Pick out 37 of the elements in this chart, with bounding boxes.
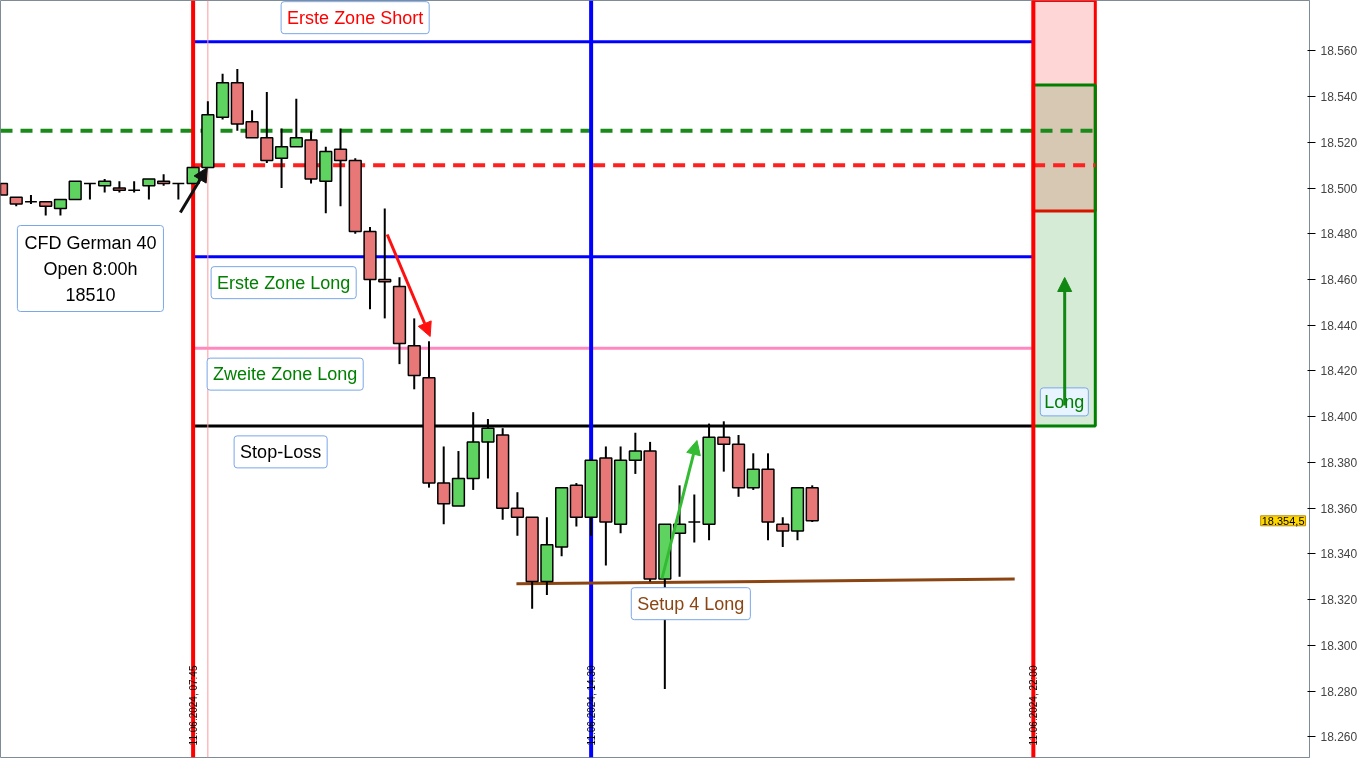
- band-label: Long: [1044, 391, 1085, 412]
- y-tick-label: 18.500: [1320, 181, 1358, 196]
- y-tick-label: 18.360: [1320, 501, 1358, 516]
- x-tick-label: 11.06.2024, 07:45: [187, 665, 199, 746]
- y-tick-label: 18.340: [1320, 547, 1358, 562]
- y-tick-label: 18.400: [1320, 410, 1358, 425]
- candlestick: [83, 182, 97, 201]
- y-tick-label: 18.280: [1320, 684, 1358, 699]
- candlestick: [687, 493, 701, 544]
- candlestick: [127, 180, 141, 194]
- annotation: CFD German 40 Open 8:00h 18510: [24, 232, 157, 305]
- y-tick-label: 18.420: [1320, 364, 1358, 379]
- candlestick: [510, 491, 525, 537]
- x-tick-label: 11.06.2024, 22:00: [1027, 665, 1039, 746]
- ref-line-label: Zweite Zone Long: [213, 364, 358, 385]
- candlestick: [776, 516, 790, 549]
- y-tick-label: 18.540: [1320, 90, 1358, 105]
- candlestick: [437, 445, 451, 526]
- y-tick-label: 18.380: [1320, 455, 1358, 470]
- y-tick-label: 18.320: [1320, 593, 1358, 608]
- y-tick-label: 18.300: [1320, 638, 1358, 653]
- y-tick-label: 18.520: [1320, 135, 1358, 150]
- ref-line-label: Erste Zone Short: [287, 7, 424, 28]
- y-tick-label: 18.480: [1320, 227, 1358, 242]
- candlestick: [68, 180, 82, 201]
- y-tick-label: 18.260: [1320, 730, 1358, 745]
- y-tick-label: 18.560: [1320, 44, 1358, 59]
- y-tick-label: 18.440: [1320, 318, 1358, 333]
- annotation: 18.354,5: [1261, 514, 1305, 527]
- series-label: Setup 4 Long: [637, 593, 745, 614]
- candlestick: [333, 127, 348, 208]
- ref-line-label: Erste Zone Long: [217, 272, 351, 293]
- x-tick-label: 11.06.2024, 14:30: [585, 665, 597, 746]
- ref-line-label: Stop-Loss: [240, 441, 322, 462]
- candlestick: [171, 182, 186, 201]
- y-tick-label: 18.460: [1320, 273, 1358, 288]
- candlestick: [274, 127, 289, 190]
